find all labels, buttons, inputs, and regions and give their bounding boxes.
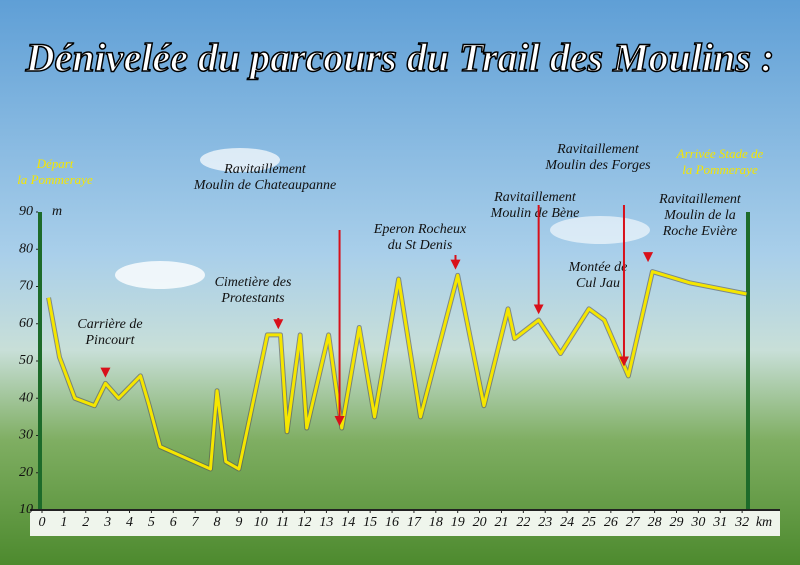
x-tick-label: 25 (582, 515, 596, 530)
y-tick-label: 70 (19, 279, 33, 294)
cloud (200, 148, 280, 172)
left-bar (38, 212, 42, 510)
cloud (550, 216, 650, 244)
chart-title: Dénivelée du parcours du Trail des Mouli… (25, 35, 775, 80)
annotation-text: Protestants (220, 291, 285, 306)
x-tick-label: 0 (39, 515, 46, 530)
x-tick-label: 27 (626, 515, 641, 530)
finish-label: Arrivée Stade de (676, 146, 764, 161)
x-tick-label: 31 (712, 515, 727, 530)
x-tick-label: 32 (734, 515, 749, 530)
annotation-text: Eperon Rocheux (373, 222, 467, 237)
start-label: la Pommeraye (17, 172, 93, 187)
x-tick-label: 22 (516, 515, 530, 530)
x-tick-label: 19 (451, 515, 465, 530)
x-tick-label: 30 (690, 515, 705, 530)
annotation-text: Ravitaillement (556, 142, 640, 157)
annotation-text: Cimetière des (215, 275, 292, 290)
finish-label: la Pommeraye (682, 162, 758, 177)
cloud (115, 261, 205, 289)
annotation-text: Carrière de (77, 317, 142, 332)
x-tick-label: 4 (126, 515, 133, 530)
y-tick-label: 20 (19, 465, 33, 480)
x-tick-label: 6 (170, 515, 177, 530)
x-tick-label: 11 (276, 515, 289, 530)
y-tick-label: 10 (19, 502, 33, 517)
y-tick-label: 50 (19, 353, 33, 368)
x-tick-label: 26 (604, 515, 618, 530)
annotation-text: Pincourt (85, 333, 136, 348)
x-tick-label: 18 (429, 515, 443, 530)
x-tick-label: 5 (148, 515, 155, 530)
x-tick-label: 1 (60, 515, 67, 530)
annotation-text: Moulin de la (663, 208, 736, 223)
x-tick-label: 24 (560, 515, 574, 530)
x-tick-label: 23 (538, 515, 552, 530)
annotation-text: Ravitaillement (493, 190, 577, 205)
x-tick-label: 20 (473, 515, 487, 530)
x-tick-label: 12 (298, 515, 312, 530)
annotation-text: du St Denis (388, 238, 453, 253)
x-tick-label: 8 (214, 515, 221, 530)
x-tick-label: 7 (192, 515, 200, 530)
x-tick-label: 15 (363, 515, 377, 530)
y-tick-label: 40 (19, 390, 33, 405)
y-tick-label: 30 (18, 428, 33, 443)
annotation-text: Cul Jau (576, 276, 620, 291)
x-tick-label: 16 (385, 515, 399, 530)
x-tick-label: 17 (407, 515, 422, 530)
x-tick-label: 14 (341, 515, 355, 530)
x-tick-label: 10 (254, 515, 268, 530)
line (47, 270, 747, 471)
annotation-text: Ravitaillement (658, 192, 742, 207)
x-axis-label: km (756, 515, 772, 530)
x-axis-band (30, 510, 780, 536)
x-tick-label: 28 (648, 515, 662, 530)
y-tick-label: 80 (19, 241, 33, 256)
x-tick-label: 9 (235, 515, 242, 530)
start-label: Départ (36, 156, 74, 171)
annotation-text: Montée de (568, 260, 628, 275)
annotation-text: Moulin de Bène (490, 206, 580, 221)
right-bar (746, 212, 750, 510)
annotation-text: Roche Evière (662, 224, 738, 239)
x-tick-label: 13 (319, 515, 333, 530)
annotation-text: Moulin des Forges (544, 158, 651, 173)
x-tick-label: 29 (669, 515, 683, 530)
annotation-text: Ravitaillement (223, 162, 307, 177)
x-tick-label: 3 (103, 515, 111, 530)
y-tick-label: 90 (19, 204, 33, 219)
y-axis-label: m (52, 204, 62, 219)
annotation-text: Moulin de Chateaupanne (193, 178, 336, 193)
y-tick-label: 60 (19, 316, 33, 331)
x-tick-label: 2 (82, 515, 89, 530)
x-tick-label: 21 (494, 515, 508, 530)
